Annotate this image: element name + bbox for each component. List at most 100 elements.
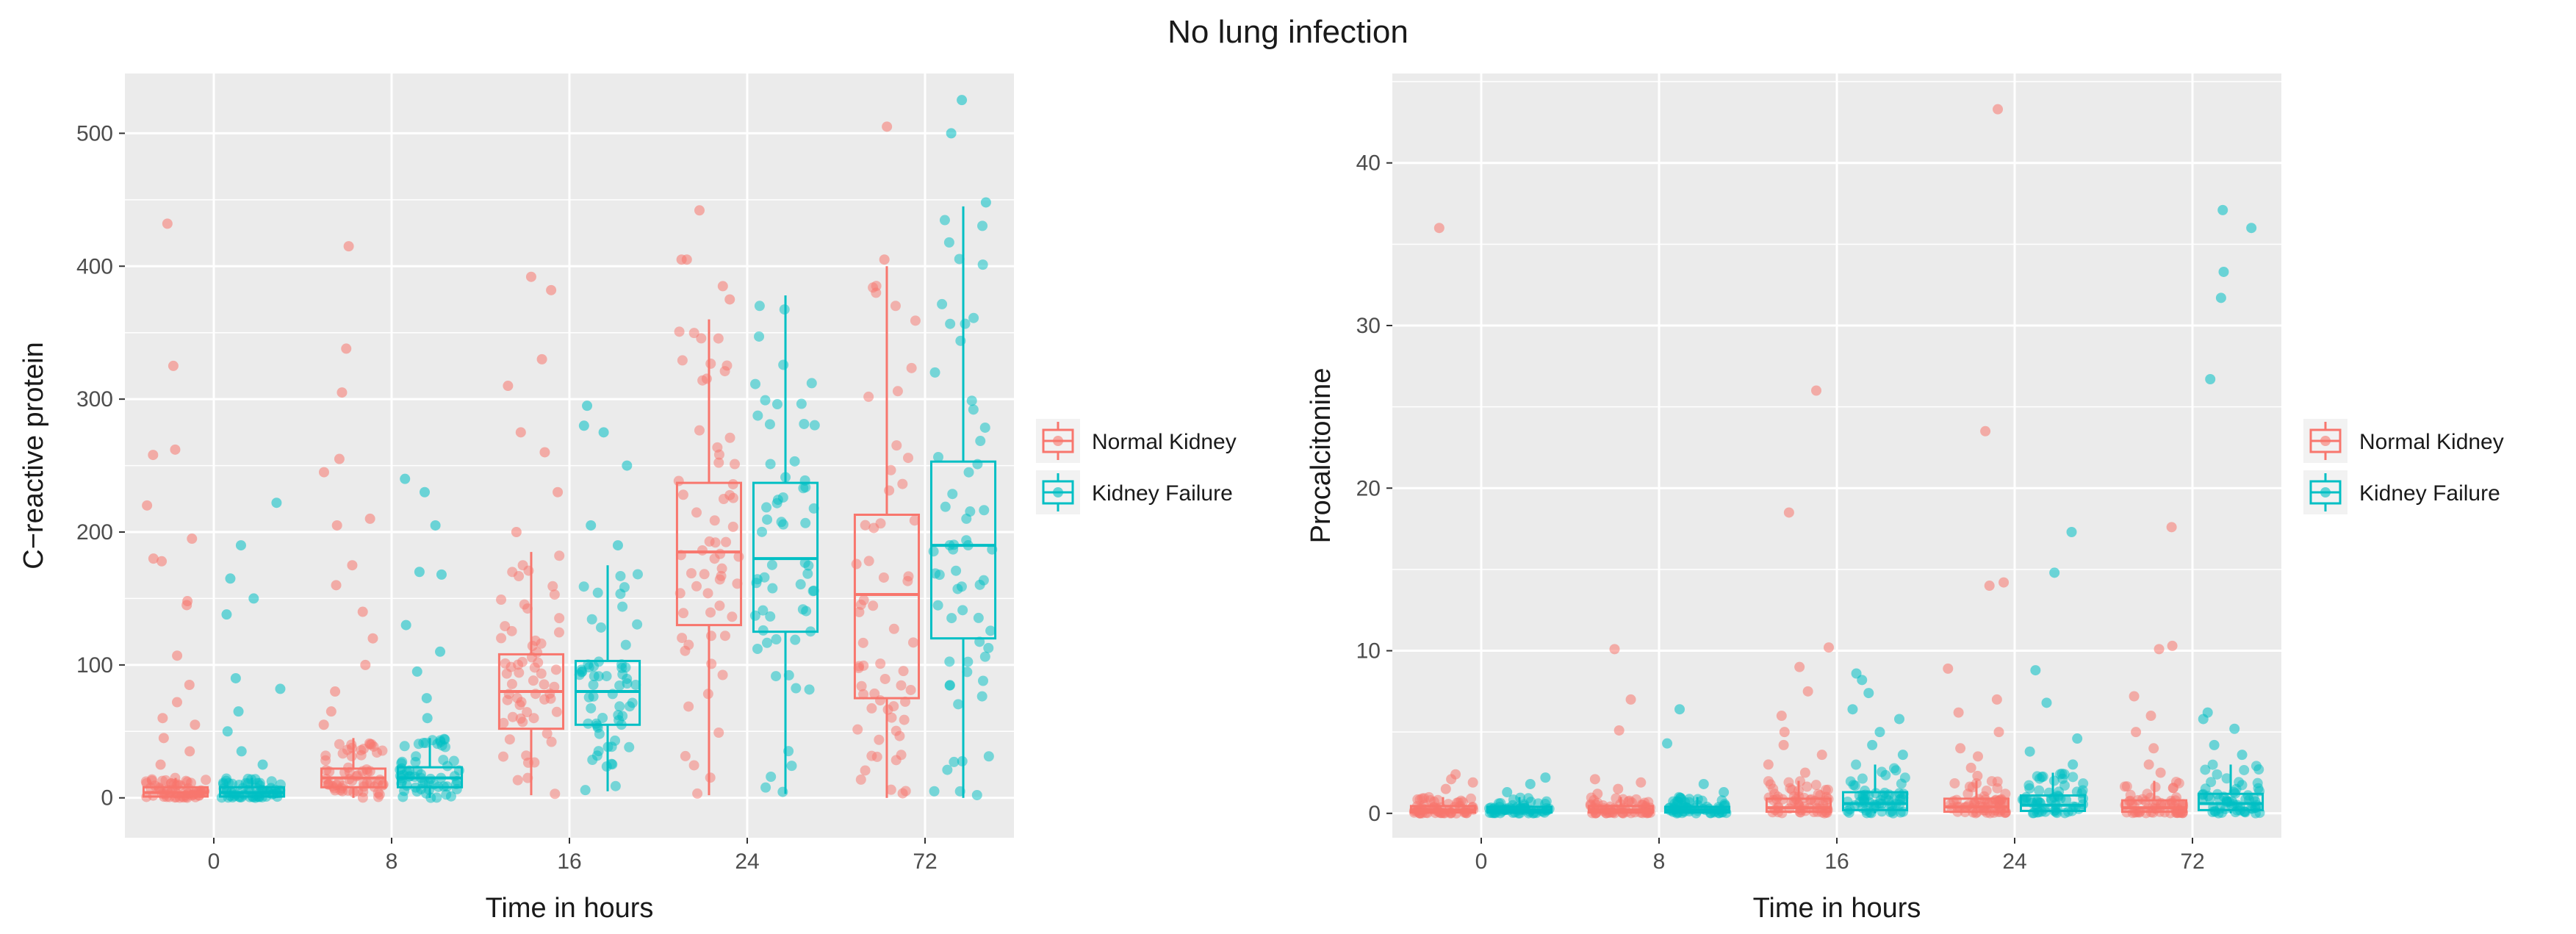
figure-title: No lung infection	[1168, 14, 1408, 50]
jitter-point	[507, 711, 518, 722]
jitter-point	[724, 432, 735, 443]
data-marks	[1408, 104, 2265, 819]
outlier-point	[367, 633, 378, 644]
outlier-point	[1998, 577, 2010, 588]
jitter-point	[717, 669, 728, 680]
outlier-point	[347, 560, 358, 571]
outlier-point	[2209, 739, 2220, 750]
outlier-point	[236, 746, 247, 757]
jitter-point	[979, 505, 990, 516]
jitter-point	[696, 333, 707, 344]
jitter-point	[800, 517, 811, 528]
jitter-point	[532, 647, 543, 658]
jitter-point	[702, 588, 713, 599]
outlier-point	[1973, 751, 1984, 762]
jitter-point	[892, 386, 903, 397]
jitter-point	[1964, 781, 1975, 792]
jitter-point	[683, 701, 694, 712]
outlier-point	[334, 453, 345, 464]
jitter-point	[554, 613, 565, 624]
y-tick-label: 0	[1368, 802, 1381, 826]
outlier-point	[170, 444, 181, 455]
outlier-point	[1953, 707, 1964, 718]
jitter-point	[512, 775, 523, 786]
y-axis-title: C−reactive protein	[18, 342, 49, 569]
jitter-point	[771, 399, 782, 410]
jitter-point	[857, 637, 868, 648]
jitter-point	[790, 634, 801, 645]
jitter-point	[606, 758, 617, 769]
jitter-point	[896, 680, 907, 691]
box-group-normal-kidney-72	[2119, 522, 2189, 819]
jitter-point	[1768, 783, 1779, 794]
jitter-point	[795, 579, 806, 590]
jitter-point	[2197, 794, 2208, 805]
jitter-point	[868, 600, 879, 611]
outlier-point	[331, 580, 342, 591]
jitter-point	[521, 750, 532, 761]
jitter-point	[2221, 773, 2232, 784]
outlier-point	[1776, 711, 1787, 722]
jitter-point	[797, 604, 808, 615]
box-group-kidney-failure-24	[749, 295, 820, 797]
legend-point	[2320, 436, 2331, 446]
iqr-box	[1841, 791, 1909, 811]
jitter-point	[589, 661, 600, 672]
jitter-point	[2121, 781, 2132, 792]
jitter-point	[356, 750, 367, 761]
x-tick-label: 24	[735, 849, 759, 874]
jitter-point	[888, 623, 899, 634]
jitter-point	[201, 775, 212, 786]
jitter-point	[445, 791, 456, 802]
y-tick-label: 500	[76, 121, 113, 146]
outlier-point	[181, 600, 193, 611]
jitter-point	[1949, 777, 1960, 788]
jitter-point	[586, 614, 597, 625]
outlier-point	[148, 553, 159, 564]
box-group-normal-kidney-8	[1585, 644, 1656, 819]
data-marks	[140, 95, 998, 803]
iqr-box	[1943, 797, 2010, 813]
jitter-point	[514, 571, 525, 582]
legend-label: Normal Kidney	[1092, 430, 1237, 454]
legend: Normal Kidney Kidney Failure	[2303, 419, 2504, 514]
jitter-point	[761, 637, 772, 648]
outlier-point	[2237, 750, 2248, 761]
iqr-box	[2019, 794, 2087, 812]
jitter-point	[420, 737, 431, 748]
jitter-point	[589, 671, 600, 682]
jitter-point	[506, 625, 517, 636]
outlier-point	[1613, 725, 1625, 736]
outlier-point	[1897, 750, 1908, 761]
jitter-point	[807, 586, 819, 597]
box-group-kidney-failure-16	[1841, 668, 1910, 819]
jitter-point	[907, 637, 918, 648]
outlier-point	[2205, 374, 2216, 384]
jitter-point	[952, 583, 963, 594]
jitter-point	[242, 778, 253, 789]
jitter-point	[550, 664, 561, 675]
x-tick-label: 0	[1475, 849, 1488, 874]
legend-label: Kidney Failure	[1092, 481, 1233, 506]
jitter-point	[399, 741, 410, 752]
jitter-point	[802, 568, 813, 579]
jitter-point	[767, 583, 778, 594]
box-group-kidney-failure-8	[1662, 704, 1732, 819]
jitter-point	[939, 215, 950, 226]
jitter-point	[677, 633, 688, 644]
outlier-point	[419, 486, 430, 497]
outlier-point	[676, 254, 687, 265]
jitter-point	[944, 656, 955, 667]
jitter-point	[910, 315, 921, 326]
jitter-point	[799, 418, 810, 429]
jitter-point	[758, 625, 769, 636]
jitter-point	[539, 694, 550, 705]
jitter-point	[592, 587, 603, 598]
jitter-point	[1768, 794, 1779, 805]
jitter-point	[2059, 780, 2070, 791]
outlier-point	[724, 294, 735, 305]
box-group-normal-kidney-24	[1943, 104, 2012, 819]
jitter-point	[512, 692, 523, 703]
outlier-point	[248, 593, 259, 604]
outlier-point	[235, 540, 246, 551]
